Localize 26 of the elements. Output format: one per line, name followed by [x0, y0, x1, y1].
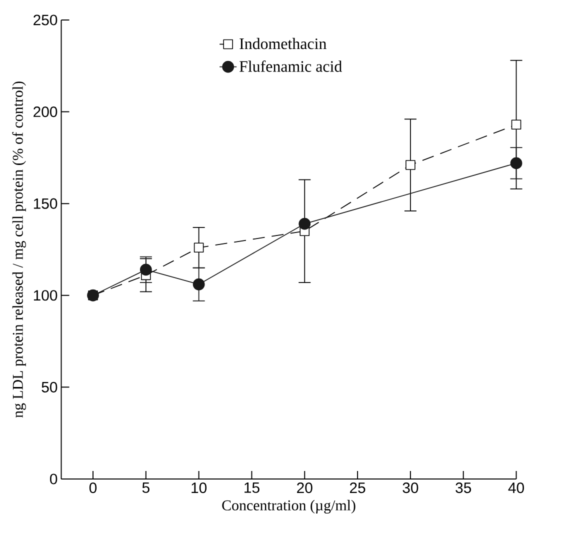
x-tick-label: 0 — [89, 482, 97, 494]
point — [194, 242, 204, 253]
point — [298, 218, 311, 230]
y-tick-label: 0 — [50, 474, 58, 484]
x-tick-label: 30 — [402, 482, 418, 494]
y-tick-label: 200 — [34, 106, 58, 118]
legend-label: Indomethacin — [240, 38, 326, 50]
legend-label: Flufenamic acid — [240, 60, 342, 72]
x-tick-label: 15 — [244, 482, 260, 493]
point — [510, 157, 522, 170]
x-tick-label: 5 — [142, 482, 150, 493]
point — [192, 278, 205, 290]
y-axis-title: ng LDL protein released / mg cell protein (% of control) — [12, 82, 26, 418]
x-tick-label: 10 — [192, 482, 207, 494]
point — [406, 160, 416, 170]
x-axis-title: Concentration (µg/ml) — [222, 500, 356, 514]
x-tick-label: 20 — [297, 482, 312, 494]
y-tick-label: 250 — [34, 14, 58, 26]
y-tick-label: 150 — [34, 198, 58, 209]
y-tick-label: 100 — [34, 290, 58, 301]
x-tick-label: 25 — [350, 482, 366, 494]
y-tick-label: 50 — [42, 382, 58, 392]
point — [511, 120, 522, 130]
x-tick-label: 40 — [508, 482, 524, 494]
point — [140, 264, 152, 276]
x-tick-label: 35 — [456, 482, 472, 494]
